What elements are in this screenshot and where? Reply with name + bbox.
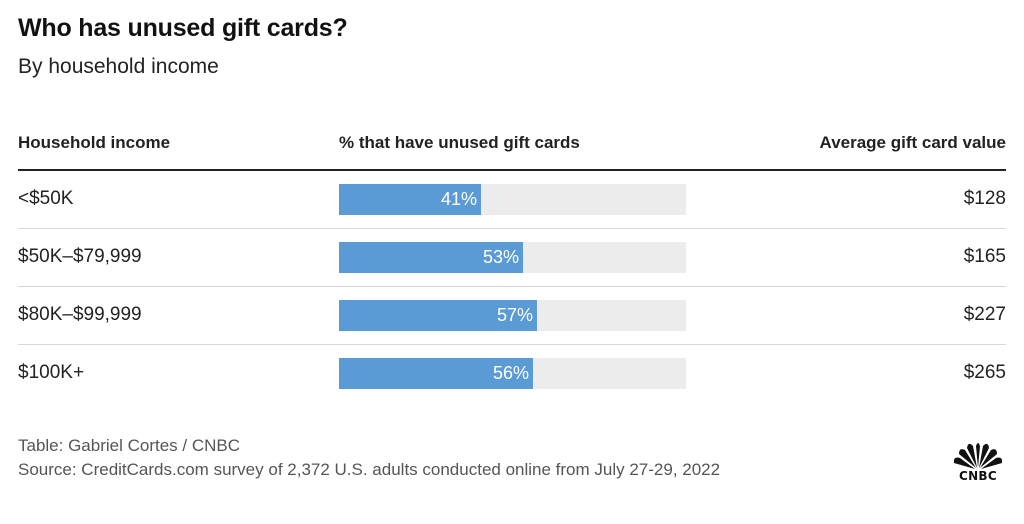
percent-label: 41% (440, 189, 477, 209)
bar-track: 57% (339, 300, 686, 331)
table-row: $100K+ 56% $265 (0, 345, 1024, 403)
income-cell: $50K–$79,999 (18, 246, 142, 267)
percent-bar: 53% (339, 242, 523, 273)
row-divider (18, 286, 1006, 287)
cnbc-logo-text: CNBC (958, 469, 997, 483)
income-cell: <$50K (18, 188, 74, 209)
income-cell: $80K–$99,999 (18, 304, 142, 325)
header-divider (18, 169, 1006, 171)
average-value-cell: $265 (963, 362, 1006, 383)
bar-track: 56% (339, 358, 686, 389)
column-header-percent: % that have unused gift cards (339, 133, 580, 152)
percent-label: 53% (482, 247, 519, 267)
credit-line: Table: Gabriel Cortes / CNBC (18, 436, 241, 455)
bar-track: 53% (339, 242, 686, 273)
average-value-cell: $128 (963, 188, 1006, 209)
table-row: $80K–$99,999 57% $227 (0, 287, 1024, 345)
column-header-average-value: Average gift card value (819, 133, 1006, 152)
income-cell: $100K+ (18, 362, 85, 383)
average-value-cell: $227 (963, 304, 1006, 325)
average-value-cell: $165 (963, 246, 1006, 267)
chart-title: Who has unused gift cards? (18, 14, 348, 42)
source-line: Source: CreditCards.com survey of 2,372 … (18, 460, 721, 479)
row-divider (18, 228, 1006, 229)
row-divider (18, 344, 1006, 345)
percent-label: 56% (492, 363, 529, 383)
percent-bar: 41% (339, 184, 481, 215)
cnbc-peacock-icon (953, 443, 1003, 469)
percent-bar: 56% (339, 358, 533, 389)
percent-bar: 57% (339, 300, 537, 331)
bar-track: 41% (339, 184, 686, 215)
column-header-income: Household income (18, 133, 171, 152)
table-row: $50K–$79,999 53% $165 (0, 229, 1024, 287)
cnbc-logo: CNBC (950, 436, 1006, 482)
chart-subtitle: By household income (18, 55, 219, 78)
table-row: <$50K 41% $128 (0, 171, 1024, 229)
percent-label: 57% (496, 305, 533, 325)
